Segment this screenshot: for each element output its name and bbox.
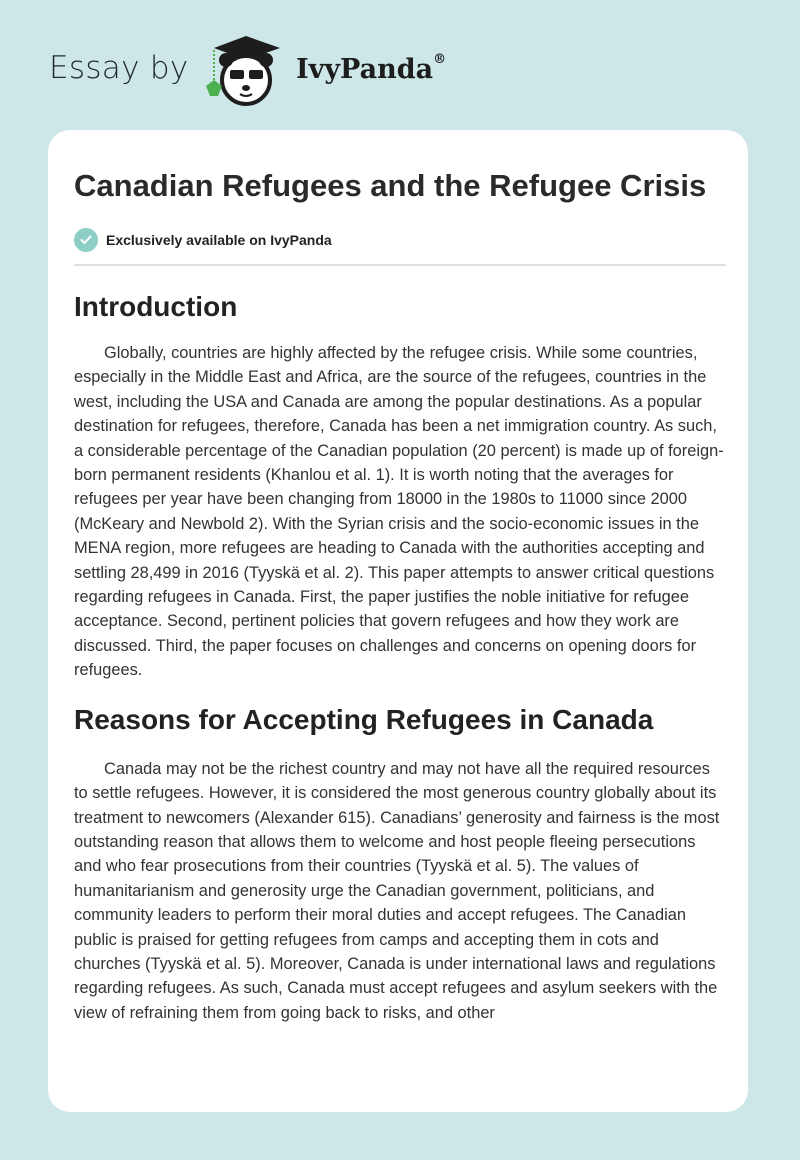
- site-header: Essay by IvyPanda®: [0, 20, 800, 120]
- exclusive-badge: Exclusively available on IvyPanda: [74, 226, 726, 254]
- divider: [74, 264, 726, 266]
- essay-by-label: Essay by: [49, 50, 189, 86]
- section-heading-reasons: Reasons for Accepting Refugees in Canada: [74, 703, 654, 735]
- brand-text: IvyPanda: [296, 54, 434, 85]
- section-heading-introduction: Introduction: [74, 291, 238, 322]
- section-paragraph-introduction: Globally, countries are highly affected …: [74, 344, 724, 680]
- section-paragraph-reasons: Canada may not be the richest country an…: [74, 759, 720, 1022]
- essay-card: Canadian Refugees and the Refugee Crisis…: [48, 130, 748, 1112]
- essay-title: Canadian Refugees and the Refugee Crisis: [74, 168, 707, 203]
- panda-graduate-icon[interactable]: [200, 34, 292, 108]
- essay-content: Canadian Refugees and the Refugee Crisis…: [74, 166, 726, 1025]
- check-circle-icon: [74, 228, 98, 252]
- registered-mark: ®: [433, 52, 447, 67]
- brand-name[interactable]: IvyPanda®: [296, 52, 447, 85]
- badge-text: Exclusively available on IvyPanda: [106, 232, 332, 248]
